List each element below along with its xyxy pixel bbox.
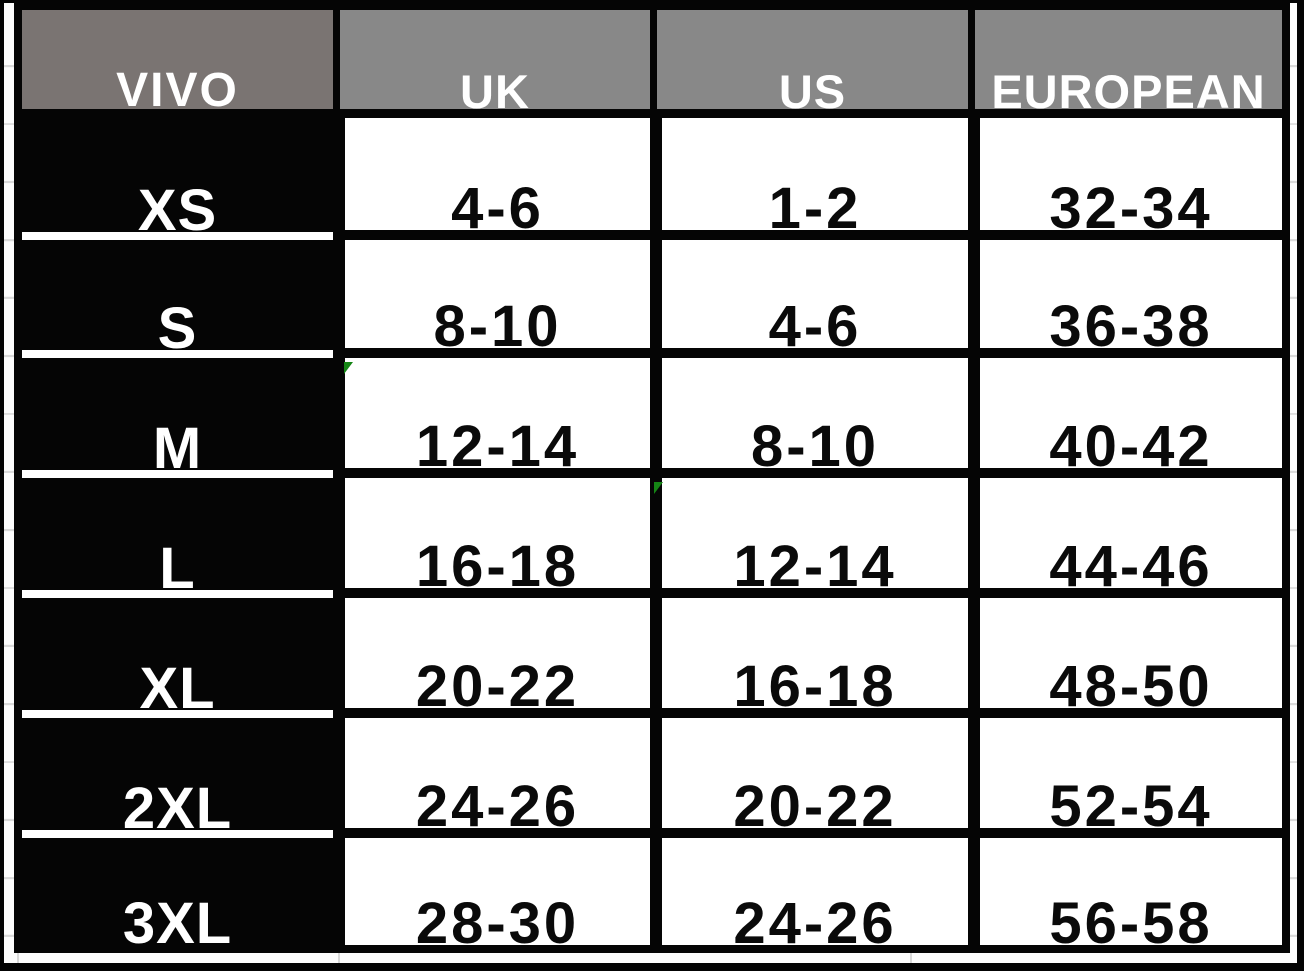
header-cell-us[interactable]: US: [650, 10, 968, 118]
european-size-cell[interactable]: 36-38: [968, 240, 1282, 358]
row-label-cell[interactable]: L: [22, 478, 333, 598]
us-size-cell[interactable]: 12-14: [650, 478, 968, 598]
us-size-cell[interactable]: 24-26: [650, 838, 968, 953]
row-label-cell[interactable]: M: [22, 358, 333, 478]
european-size-cell[interactable]: 44-46: [968, 478, 1282, 598]
table-row-s: S 8-10 4-6 36-38: [22, 240, 1282, 358]
header-row: VIVO UK US EUROPEAN: [22, 10, 1282, 118]
header-cell-european[interactable]: EUROPEAN: [968, 10, 1282, 118]
row-label-cell[interactable]: XS: [22, 118, 333, 240]
us-size-cell[interactable]: 4-6: [650, 240, 968, 358]
uk-size-cell[interactable]: 20-22: [333, 598, 650, 718]
row-label-cell[interactable]: 2XL: [22, 718, 333, 838]
row-label-cell[interactable]: 3XL: [22, 838, 333, 953]
european-size-cell[interactable]: 52-54: [968, 718, 1282, 838]
european-size-cell[interactable]: 32-34: [968, 118, 1282, 240]
table-row-m: M 12-14 8-10 40-42: [22, 358, 1282, 478]
uk-size-cell[interactable]: 8-10: [333, 240, 650, 358]
uk-size-cell[interactable]: 4-6: [333, 118, 650, 240]
uk-size-cell[interactable]: 12-14: [333, 358, 650, 478]
uk-size-cell[interactable]: 28-30: [333, 838, 650, 953]
size-chart-table: VIVO UK US EUROPEAN XS 4-6 1-2 32-34 S 8…: [14, 0, 1290, 953]
header-cell-brand[interactable]: VIVO: [22, 10, 333, 118]
table-row-xl: XL 20-22 16-18 48-50: [22, 598, 1282, 718]
table-row-3xl: 3XL 28-30 24-26 56-58: [22, 838, 1282, 953]
european-size-cell[interactable]: 56-58: [968, 838, 1282, 953]
european-size-cell[interactable]: 40-42: [968, 358, 1282, 478]
table-row-2xl: 2XL 24-26 20-22 52-54: [22, 718, 1282, 838]
table-row-xs: XS 4-6 1-2 32-34: [22, 118, 1282, 240]
european-size-cell[interactable]: 48-50: [968, 598, 1282, 718]
row-label-cell[interactable]: XL: [22, 598, 333, 718]
comment-flag-icon: [654, 482, 663, 494]
us-size-cell[interactable]: 20-22: [650, 718, 968, 838]
row-label-cell[interactable]: S: [22, 240, 333, 358]
us-size-cell[interactable]: 16-18: [650, 598, 968, 718]
comment-flag-icon: [344, 362, 353, 374]
table-row-l: L 16-18 12-14 44-46: [22, 478, 1282, 598]
us-size-cell[interactable]: 1-2: [650, 118, 968, 240]
uk-size-cell[interactable]: 16-18: [333, 478, 650, 598]
uk-size-cell[interactable]: 24-26: [333, 718, 650, 838]
header-cell-uk[interactable]: UK: [333, 10, 650, 118]
us-size-cell[interactable]: 8-10: [650, 358, 968, 478]
